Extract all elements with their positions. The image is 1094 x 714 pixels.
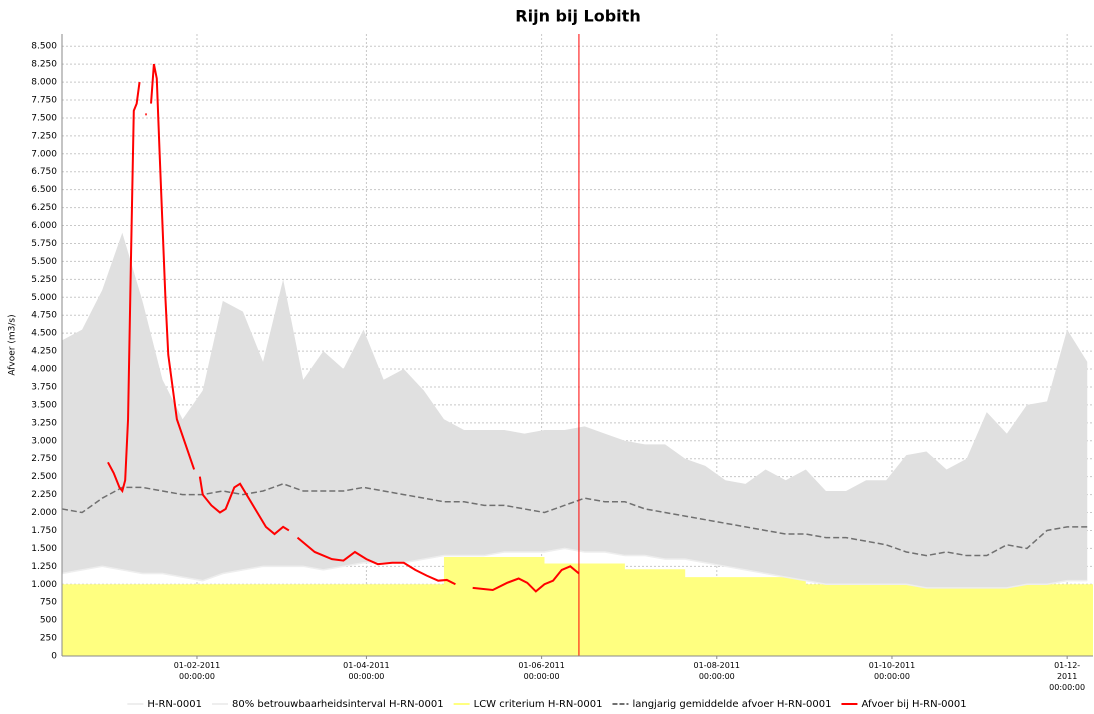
y-tick-label: 7.250 bbox=[31, 131, 57, 141]
y-tick-label: 2.500 bbox=[31, 472, 57, 482]
line bbox=[107, 81, 141, 494]
legend-label: 80% betrouwbaarheidsinterval H-RN-0001 bbox=[232, 699, 444, 710]
y-tick-label: 4.500 bbox=[31, 329, 57, 339]
y-tick-label: 7.500 bbox=[31, 113, 57, 123]
x-tick-label: 01-12-2011 00:00:00 bbox=[1049, 661, 1086, 692]
x-tick-label: 01-06-2011 00:00:00 bbox=[518, 661, 565, 681]
legend-entry: 80% betrouwbaarheidsinterval H-RN-0001 bbox=[211, 699, 444, 710]
y-tick-label: 1.750 bbox=[31, 526, 57, 536]
y-tick-label: 7.000 bbox=[31, 149, 57, 159]
y-tick-label: 7.750 bbox=[31, 96, 57, 106]
dashed-line bbox=[61, 483, 1088, 557]
y-tick-label: 2.250 bbox=[31, 490, 57, 500]
x-tick-label: 01-10-2011 00:00:00 bbox=[868, 661, 916, 681]
y-tick-label: 3.250 bbox=[31, 418, 57, 428]
y-tick-label: 6.750 bbox=[31, 167, 57, 177]
y-tick-label: 250 bbox=[40, 634, 57, 644]
y-tick-label: 5.000 bbox=[31, 293, 57, 303]
x-tick-label: 01-02-2011 00:00:00 bbox=[173, 661, 221, 681]
y-tick-label: 8.500 bbox=[31, 42, 57, 52]
y-tick-label: 4.000 bbox=[31, 365, 57, 375]
y-tick-label: 3.500 bbox=[31, 400, 57, 410]
y-tick-label: 5.500 bbox=[31, 257, 57, 267]
legend-label: Afvoer bij H-RN-0001 bbox=[861, 699, 966, 710]
y-tick-label: 8.000 bbox=[31, 78, 57, 88]
line bbox=[296, 536, 456, 586]
legend-label: langjarig gemiddelde afvoer H-RN-0001 bbox=[632, 699, 831, 710]
y-tick-label: 4.750 bbox=[31, 311, 57, 321]
line bbox=[150, 63, 196, 470]
y-tick-label: 5.750 bbox=[31, 239, 57, 249]
y-tick-label: 6.500 bbox=[31, 185, 57, 195]
y-tick-label: 1.500 bbox=[31, 544, 57, 554]
line bbox=[61, 547, 1088, 589]
legend-label: LCW criterium H-RN-0001 bbox=[474, 699, 603, 710]
line bbox=[472, 565, 580, 593]
y-tick-label: 3.000 bbox=[31, 436, 57, 446]
y-tick-label: 5.250 bbox=[31, 275, 57, 285]
step-area bbox=[62, 556, 1093, 656]
y-tick-label: 1.250 bbox=[31, 562, 57, 572]
y-tick-label: 6.250 bbox=[31, 203, 57, 213]
legend-entry: H-RN-0001 bbox=[127, 699, 202, 710]
band-area bbox=[62, 232, 1088, 588]
legend-entry: Afvoer bij H-RN-0001 bbox=[841, 699, 967, 710]
y-tick-label: 4.250 bbox=[31, 347, 57, 357]
y-tick-label: 1.000 bbox=[31, 580, 57, 590]
x-tick-label: 01-04-2011 00:00:00 bbox=[343, 661, 390, 681]
legend-entry: langjarig gemiddelde afvoer H-RN-0001 bbox=[612, 699, 831, 710]
y-tick-label: 500 bbox=[40, 616, 57, 626]
y-tick-label: 750 bbox=[40, 598, 57, 608]
chart-title: Rijn bij Lobith bbox=[515, 7, 640, 26]
y-tick-label: 2.750 bbox=[31, 454, 57, 464]
y-tick-label: 8.250 bbox=[31, 60, 57, 70]
line bbox=[198, 476, 290, 536]
x-tick-label: 01-08-2011 00:00:00 bbox=[693, 661, 741, 681]
y-axis-label: Afvoer (m3/s) bbox=[8, 314, 18, 375]
y-tick-label: 3.750 bbox=[31, 382, 57, 392]
y-tick-label: 2.000 bbox=[31, 508, 57, 518]
legend-entry: LCW criterium H-RN-0001 bbox=[453, 699, 603, 710]
legend-label: H-RN-0001 bbox=[147, 699, 202, 710]
y-tick-label: 0 bbox=[51, 652, 57, 662]
y-tick-label: 6.000 bbox=[31, 221, 57, 231]
